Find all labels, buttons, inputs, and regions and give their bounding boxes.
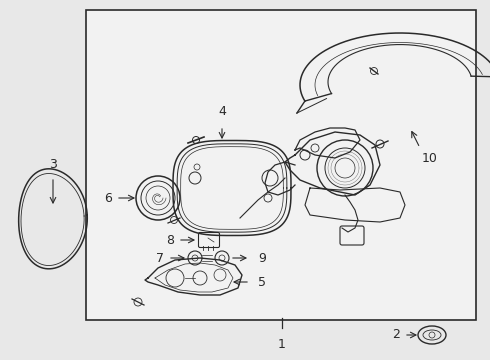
Text: 5: 5 bbox=[258, 275, 266, 288]
Text: 8: 8 bbox=[166, 234, 174, 247]
Text: 6: 6 bbox=[104, 192, 112, 204]
Text: 9: 9 bbox=[258, 252, 266, 265]
Text: 2: 2 bbox=[392, 328, 400, 342]
Text: 3: 3 bbox=[49, 158, 57, 171]
Text: 1: 1 bbox=[278, 338, 286, 351]
Text: 4: 4 bbox=[218, 105, 226, 118]
Text: 7: 7 bbox=[156, 252, 164, 265]
Text: 10: 10 bbox=[422, 152, 438, 165]
FancyBboxPatch shape bbox=[86, 10, 476, 320]
